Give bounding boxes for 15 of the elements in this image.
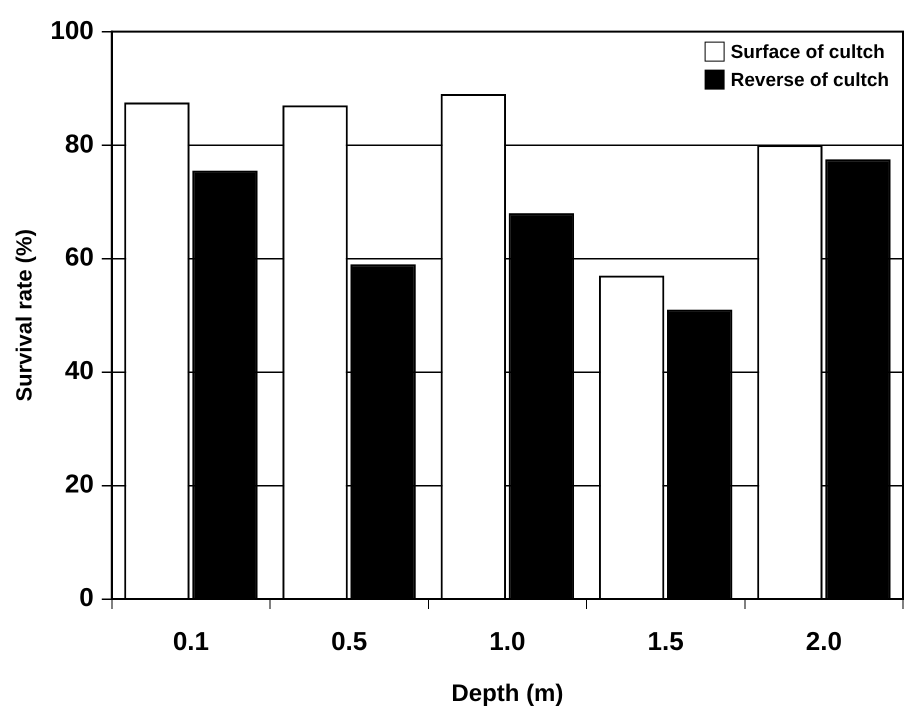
x-tick-label: 1.5 [648,626,684,656]
legend-label: Reverse of cultch [730,70,890,91]
x-tick-label: 2.0 [806,626,842,656]
y-tick-label: 60 [64,242,94,272]
y-tick-label: 0 [79,582,94,612]
y-tick-label: 80 [64,128,94,158]
y-tick-label: 40 [64,355,94,386]
y-tick-label: 20 [64,468,94,499]
legend-label: Surface of cultch [730,42,885,63]
x-tick-label: 0.5 [331,626,368,656]
y-axis-title: Survival rate (%) [11,229,36,402]
x-tick-label: 0.1 [172,626,209,656]
x-tick-label: 1.0 [489,626,526,656]
y-tick-label: 100 [50,14,94,45]
x-axis-title: Depth (m) [451,680,564,708]
